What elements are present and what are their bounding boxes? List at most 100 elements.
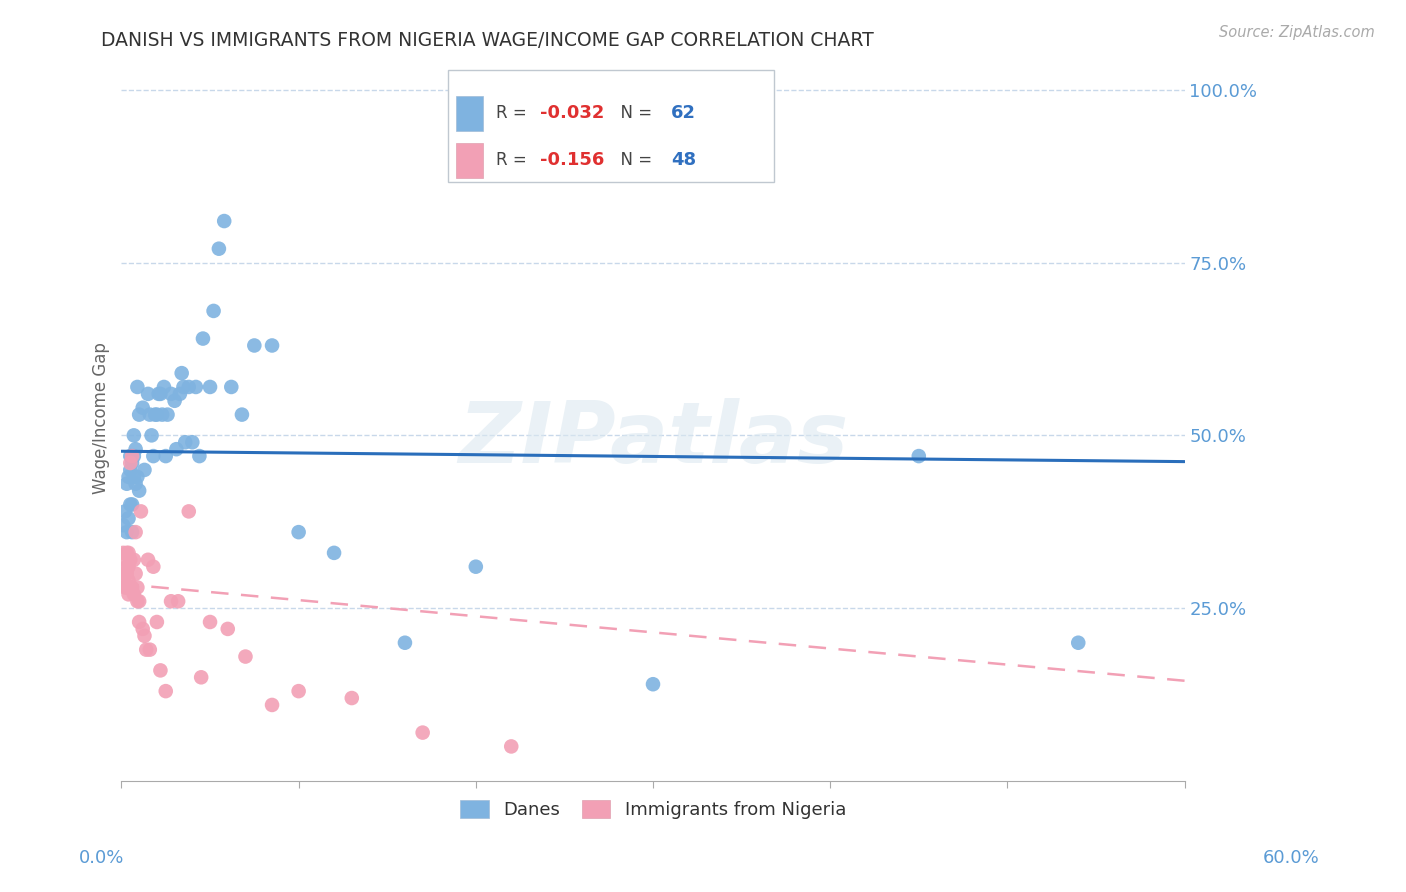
Point: [115, 566, 138, 581]
Text: -0.156: -0.156: [540, 152, 605, 169]
Point: [121, 498, 143, 512]
Point: [136, 553, 159, 567]
Point: [149, 664, 172, 678]
Point: [131, 622, 153, 636]
Point: [115, 525, 138, 540]
Point: [153, 380, 176, 394]
Point: [160, 594, 183, 608]
Point: [202, 304, 225, 318]
Point: [141, 428, 163, 442]
Point: [121, 449, 143, 463]
Point: [122, 470, 145, 484]
Point: [115, 559, 138, 574]
Point: [641, 677, 664, 691]
Point: [121, 581, 143, 595]
Point: [142, 559, 165, 574]
Point: [260, 338, 283, 352]
Point: [184, 380, 207, 394]
Point: [287, 684, 309, 698]
Point: [191, 332, 214, 346]
Text: 62: 62: [671, 104, 696, 122]
Point: [143, 408, 166, 422]
Point: [135, 642, 157, 657]
Point: [117, 470, 139, 484]
Point: [163, 393, 186, 408]
Point: [146, 408, 169, 422]
Point: [172, 380, 194, 394]
Point: [122, 428, 145, 442]
Point: [394, 636, 416, 650]
Point: [115, 546, 138, 560]
Text: -0.032: -0.032: [540, 104, 605, 122]
Point: [243, 338, 266, 352]
Point: [117, 559, 139, 574]
Point: [128, 483, 150, 498]
Point: [128, 408, 150, 422]
Y-axis label: Wage/Income Gap: Wage/Income Gap: [93, 343, 110, 494]
Point: [127, 594, 149, 608]
Point: [231, 408, 253, 422]
Point: [167, 594, 190, 608]
Point: [146, 615, 169, 629]
Point: [122, 553, 145, 567]
Point: [149, 387, 172, 401]
Point: [134, 629, 156, 643]
Point: [208, 242, 231, 256]
Point: [131, 401, 153, 415]
Point: [128, 594, 150, 608]
Point: [169, 387, 191, 401]
Point: [340, 691, 363, 706]
Text: 60.0%: 60.0%: [1263, 849, 1319, 867]
Point: [139, 408, 162, 422]
Point: [287, 525, 309, 540]
Point: [122, 587, 145, 601]
Text: 48: 48: [671, 152, 696, 169]
Point: [127, 470, 149, 484]
Point: [114, 581, 136, 595]
Point: [112, 546, 135, 560]
Point: [115, 476, 138, 491]
Point: [114, 566, 136, 581]
Point: [150, 408, 173, 422]
Bar: [457, 143, 482, 178]
Point: [156, 408, 179, 422]
FancyBboxPatch shape: [449, 70, 775, 182]
Point: [120, 581, 142, 595]
Point: [148, 387, 170, 401]
Point: [124, 566, 146, 581]
Point: [121, 525, 143, 540]
Point: [120, 553, 142, 567]
Text: Source: ZipAtlas.com: Source: ZipAtlas.com: [1219, 25, 1375, 40]
Point: [117, 587, 139, 601]
Text: 0.0%: 0.0%: [79, 849, 124, 867]
Point: [120, 449, 142, 463]
Point: [117, 546, 139, 560]
Point: [120, 498, 142, 512]
Point: [323, 546, 346, 560]
Point: [155, 684, 177, 698]
Point: [165, 442, 187, 457]
Point: [217, 622, 239, 636]
Point: [120, 463, 142, 477]
Text: DANISH VS IMMIGRANTS FROM NIGERIA WAGE/INCOME GAP CORRELATION CHART: DANISH VS IMMIGRANTS FROM NIGERIA WAGE/I…: [101, 31, 875, 50]
Point: [112, 574, 135, 588]
Point: [181, 435, 204, 450]
Point: [464, 559, 486, 574]
Point: [115, 581, 138, 595]
Point: [121, 456, 143, 470]
Point: [170, 366, 193, 380]
Point: [174, 435, 197, 450]
Point: [160, 387, 183, 401]
Point: [117, 511, 139, 525]
Point: [134, 463, 156, 477]
Point: [128, 615, 150, 629]
Point: [124, 476, 146, 491]
Text: R =: R =: [496, 152, 531, 169]
Point: [117, 574, 139, 588]
Point: [129, 504, 152, 518]
Point: [188, 449, 211, 463]
Point: [1067, 636, 1090, 650]
Point: [501, 739, 523, 754]
Point: [112, 518, 135, 533]
Point: [120, 456, 142, 470]
